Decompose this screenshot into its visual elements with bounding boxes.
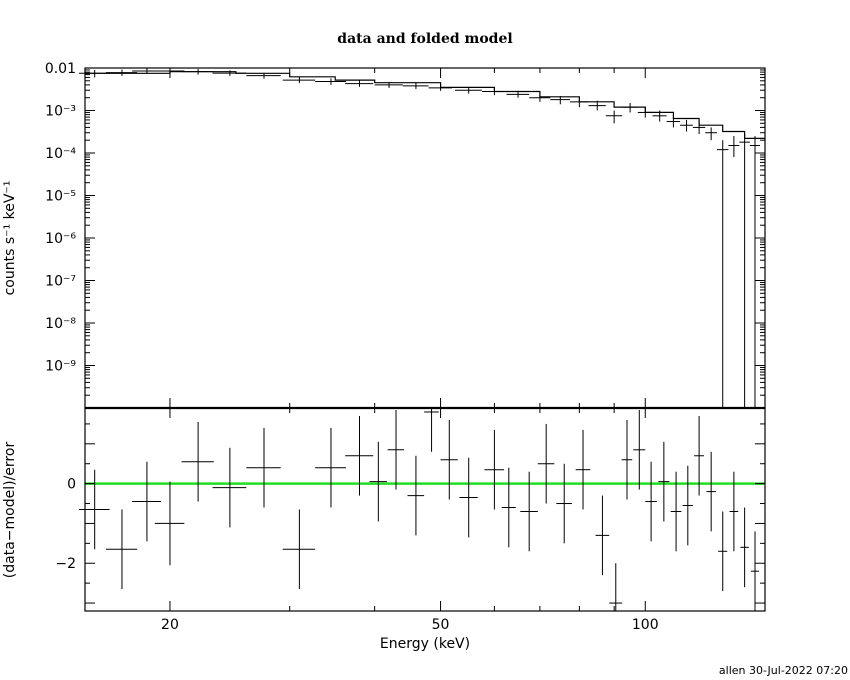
top-y-tick-label: 10⁻⁷ [45, 274, 76, 290]
bottom-y-axis-label: (data−model)/error [2, 442, 18, 579]
top-x-ticks [169, 68, 646, 408]
x-axis-label: Energy (keV) [380, 636, 470, 652]
top-y-tick-label: 10⁻⁶ [45, 231, 76, 247]
residual-data-points [79, 408, 760, 611]
folded-model-line [85, 71, 765, 139]
x-tick-label: 50 [432, 617, 450, 633]
top-y-tick-label: 10⁻⁴ [45, 146, 76, 162]
x-tick-label: 20 [161, 617, 179, 633]
bottom-y-tick-label: 0 [67, 477, 76, 493]
top-y-tick-label: 10⁻⁹ [45, 359, 76, 375]
top-y-tick-label: 10⁻⁵ [45, 189, 76, 205]
chart-title: data and folded model [337, 31, 512, 47]
top-y-tick-label: 10⁻⁸ [45, 316, 76, 332]
top-y-ticks: 0.01 10⁻³ 10⁻⁴ 10⁻⁵ 10⁻⁶ 10⁻⁷ 10⁻⁸ 10⁻⁹ [45, 61, 765, 409]
bottom-panel-frame [84, 407, 766, 612]
x-tick-label: 100 [632, 617, 659, 633]
bottom-y-ticks: 0 −2 [55, 423, 765, 604]
top-panel: 0.01 10⁻³ 10⁻⁴ 10⁻⁵ 10⁻⁶ 10⁻⁷ 10⁻⁸ 10⁻⁹ counts … [2, 61, 766, 409]
bottom-y-tick-label: −2 [55, 556, 76, 572]
top-y-tick-label: 10⁻³ [45, 104, 76, 120]
footer-stamp: allen 30-Jul-2022 07:20 [719, 664, 848, 677]
bottom-panel: 0 −2 20 50 100 (data−model)/error Energy (k… [2, 406, 766, 652]
top-y-tick-label: 0.01 [45, 61, 76, 77]
top-y-axis-label: counts s⁻¹ keV⁻¹ [2, 181, 18, 296]
